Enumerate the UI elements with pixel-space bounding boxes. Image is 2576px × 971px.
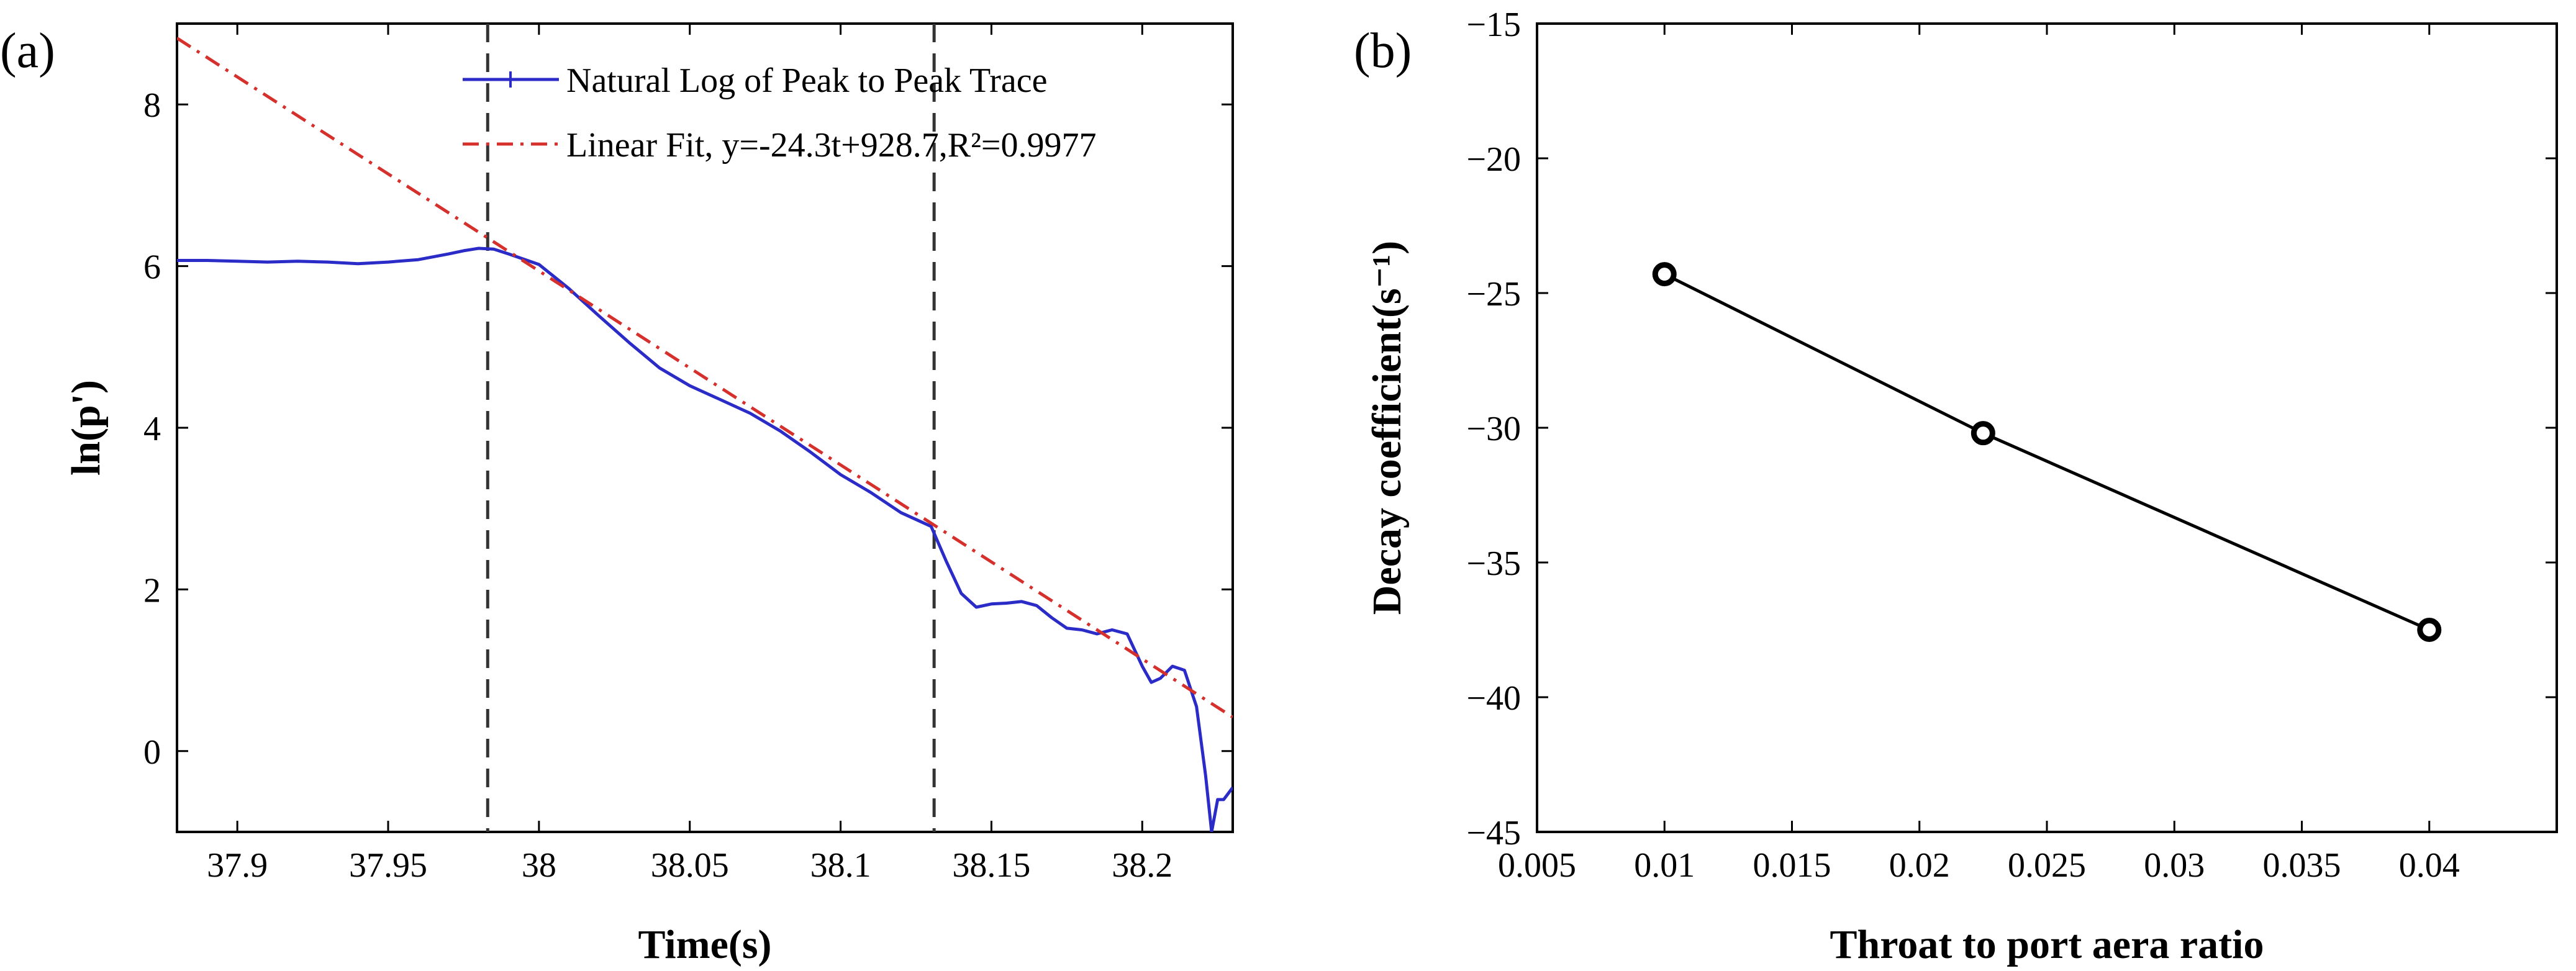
panel-b-axes-box [1536,22,2558,833]
legend-fit-label: Linear Fit, y=-24.3t+928.7,R²=0.9977 [566,126,1096,165]
panel-b-y-tick-label: −15 [1466,6,1521,44]
panel-a-x-axis-label: Time(s) [638,922,771,967]
panel-b-y-tick-label: −45 [1466,814,1521,852]
panel-a-x-tick-label: 38.05 [651,846,729,885]
panel-a-y-axis-label: ln(p') [63,380,109,476]
panel-a-x-tick-label: 38.1 [810,846,871,885]
panel-b-data-point [2417,618,2442,642]
panel-a-y-tick-label: 4 [143,410,161,448]
panel-a-y-tick-label: 2 [143,571,161,610]
panel-b-label: (b) [1354,24,1412,78]
panel-b-data-point [1652,262,1677,287]
panel-a-x-tick-label: 37.95 [349,846,427,885]
panel-b-x-tick-label: 0.015 [1753,846,1831,885]
panel-b-x-tick-label: 0.04 [2399,846,2460,885]
panel-b-x-tick-label: 0.02 [1889,846,1950,885]
panel-b-series-line-0 [1664,273,2430,631]
panel-a-series-line-0 [177,246,1233,832]
panel-b-y-tick-label: −30 [1466,410,1521,448]
panel-b-x-tick-label: 0.03 [2144,846,2205,885]
panel-b-y-tick-label: −40 [1466,679,1521,718]
panel-a-series-line-1 [177,37,1233,719]
panel-a: (a) 37.9 37.95 38 38.05 38.1 38.15 38.2 0 2 4 6 8 T… [0,22,1234,967]
panel-b-data-point [1971,421,1995,446]
legend-trace-label: Natural Log of Peak to Peak Trace [566,61,1047,100]
panel-a-legend: Natural Log of Peak to Peak Trace Linear… [463,61,1096,165]
panel-a-y-tick-label: 8 [143,86,161,125]
panel-a-x-tick-label: 38.15 [952,846,1030,885]
panel-a-x-tick-label: 38 [522,846,556,885]
panel-a-x-tick-label: 37.9 [207,846,268,885]
panel-b-x-tick-label: 0.005 [1498,846,1576,885]
panel-a-label: (a) [0,24,55,78]
panel-b: (b) 0.005 0.01 0.015 0.02 0.025 0.03 0.035 0.04… [1354,6,2558,967]
panel-b-y-axis-label: Decay coefficient(s⁻¹) [1364,241,1410,615]
panel-b-y-tick-label: −20 [1466,140,1521,179]
panel-a-x-tick-label: 38.2 [1112,846,1172,885]
panel-b-x-tick-label: 0.01 [1634,846,1695,885]
panel-a-y-tick-label: 0 [143,733,161,772]
panel-a-y-tick-label: 6 [143,248,161,287]
panel-b-x-tick-label: 0.035 [2263,846,2341,885]
panel-b-x-axis-label: Throat to port aera ratio [1830,922,2264,967]
panel-b-y-tick-label: −25 [1466,275,1521,314]
panel-b-x-tick-label: 0.025 [2008,846,2086,885]
panel-b-y-tick-label: −35 [1466,544,1521,583]
